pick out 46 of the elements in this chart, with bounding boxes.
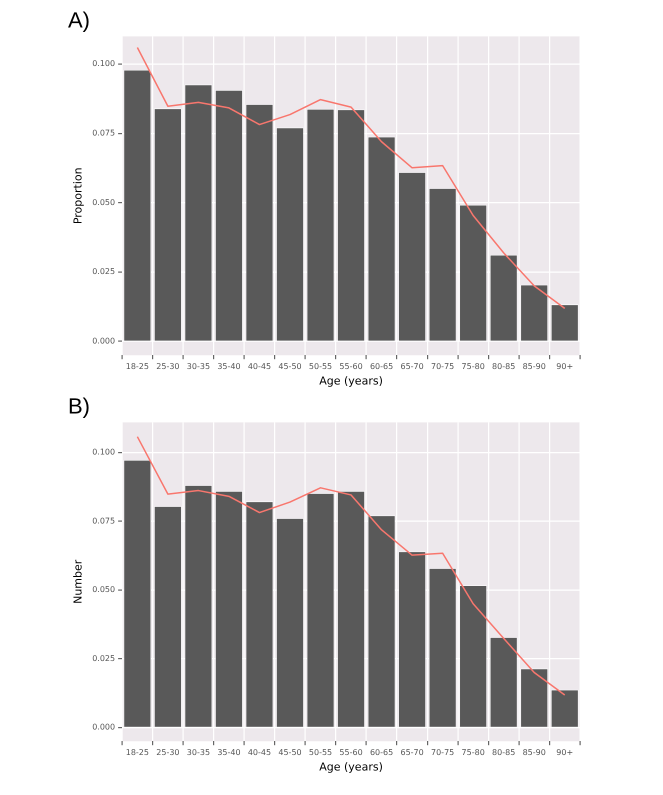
x-tick-label: 30-35: [186, 362, 210, 372]
x-tick-label: 90+: [556, 362, 574, 372]
y-tick-label: 0.075: [92, 128, 116, 138]
x-tick-label: 30-35: [186, 748, 210, 758]
y-tick-label: 0.100: [92, 59, 116, 68]
x-tick-label: 35-40: [217, 748, 241, 758]
x-tick-label: 55-60: [339, 362, 363, 372]
y-tick-label: 0.050: [92, 198, 116, 207]
x-tick-label: 50-55: [308, 362, 332, 372]
y-tick-label: 0.000: [92, 722, 116, 732]
x-tick-label: 70-75: [431, 748, 454, 758]
x-tick-label: 70-75: [431, 362, 454, 372]
x-tick-label: 65-70: [400, 748, 424, 758]
y-tick-label: 0.100: [92, 448, 116, 457]
x-tick-label: 60-65: [370, 362, 394, 372]
y-tick-label: 0.000: [92, 336, 116, 346]
x-tick-label: 35-40: [217, 362, 241, 372]
x-tick-label: 40-45: [248, 748, 272, 758]
x-tick-label: 85-90: [522, 748, 546, 758]
x-tick-label: 80-85: [492, 748, 516, 758]
x-tick-label: 25-30: [156, 748, 180, 758]
x-tick-label: 50-55: [308, 748, 332, 758]
x-tick-label: 75-80: [462, 748, 485, 758]
x-tick-label: 18-25: [126, 748, 149, 758]
y-axis-title: Proportion: [71, 167, 84, 224]
x-tick-label: 25-30: [156, 362, 180, 372]
x-axis-title: Age (years): [319, 374, 383, 388]
x-tick-label: 85-90: [522, 362, 546, 372]
y-tick-label: 0.025: [92, 654, 116, 663]
x-tick-label: 80-85: [492, 362, 516, 372]
x-tick-label: 90+: [556, 748, 574, 758]
x-tick-label: 65-70: [400, 362, 424, 372]
x-tick-label: 75-80: [462, 362, 485, 372]
y-axis-title: Number: [71, 559, 84, 604]
y-tick-label: 0.025: [92, 267, 116, 276]
x-tick-label: 45-50: [278, 748, 302, 758]
x-tick-label: 40-45: [248, 362, 272, 372]
x-tick-label: 45-50: [278, 362, 302, 372]
x-tick-label: 18-25: [126, 362, 149, 372]
x-tick-label: 55-60: [339, 748, 363, 758]
x-axis-title: Age (years): [319, 760, 383, 774]
chart-title: A): [68, 7, 90, 32]
chart-title: B): [68, 393, 90, 418]
x-tick-label: 60-65: [370, 748, 394, 758]
y-tick-label: 0.075: [92, 516, 116, 526]
y-tick-label: 0.050: [92, 585, 116, 594]
